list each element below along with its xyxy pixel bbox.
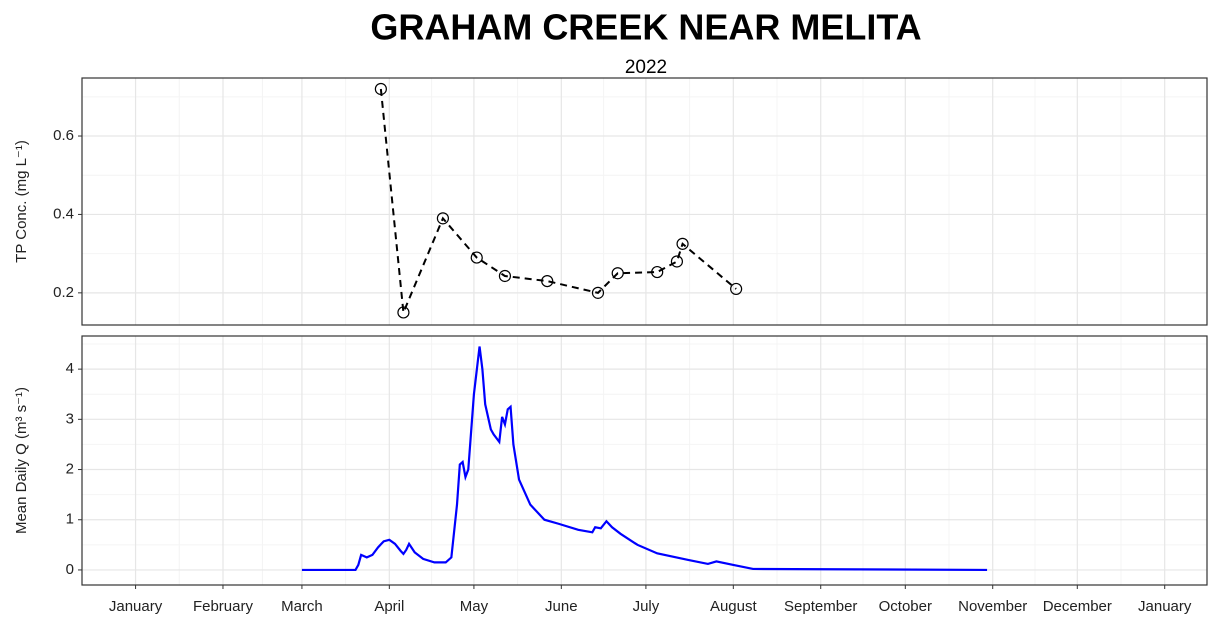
x-tick-label: June xyxy=(545,598,578,615)
y-tick-label: 2 xyxy=(66,461,74,478)
data-point xyxy=(591,286,605,299)
y-tick-label: 1 xyxy=(66,511,74,528)
x-tick-label: August xyxy=(710,598,758,615)
x-tick-label: November xyxy=(958,598,1027,615)
y-axis-label: TP Conc. (mg L⁻¹) xyxy=(13,140,30,263)
x-tick-label: January xyxy=(1138,598,1192,615)
panel-background xyxy=(82,336,1207,585)
data-point xyxy=(676,237,689,250)
data-line xyxy=(379,88,737,313)
x-tick-label: October xyxy=(879,598,932,615)
y-tick-label: 0.4 xyxy=(53,205,74,222)
data-point xyxy=(541,274,554,288)
x-tick-label: September xyxy=(784,598,857,615)
data-point xyxy=(498,269,512,283)
x-tick-label: April xyxy=(374,598,404,615)
data-point xyxy=(436,212,450,225)
y-tick-label: 0 xyxy=(66,561,74,578)
x-tick-label: May xyxy=(460,598,489,615)
data-point xyxy=(651,265,664,279)
x-tick-label: February xyxy=(193,598,254,615)
x-tick-label: December xyxy=(1043,598,1112,615)
y-tick-label: 0.6 xyxy=(53,127,74,144)
data-point xyxy=(397,306,410,319)
y-tick-label: 4 xyxy=(66,360,74,377)
data-point xyxy=(470,251,483,264)
chart-subtitle: 2022 xyxy=(625,57,667,78)
chart-title: GRAHAM CREEK NEAR MELITA xyxy=(370,7,921,48)
y-axis-label: Mean Daily Q (m³ s⁻¹) xyxy=(13,387,30,534)
panel-background xyxy=(82,78,1207,325)
data-line xyxy=(301,346,988,572)
x-tick-label: January xyxy=(109,598,163,615)
data-point xyxy=(374,82,387,96)
data-point xyxy=(730,282,743,296)
y-tick-label: 0.2 xyxy=(53,284,74,301)
y-tick-label: 3 xyxy=(66,410,74,427)
x-tick-label: March xyxy=(281,598,323,615)
panel-border xyxy=(81,77,1208,326)
data-point xyxy=(611,267,624,280)
panel-border xyxy=(81,335,1208,586)
x-tick-label: July xyxy=(633,598,660,615)
data-point xyxy=(670,255,684,268)
